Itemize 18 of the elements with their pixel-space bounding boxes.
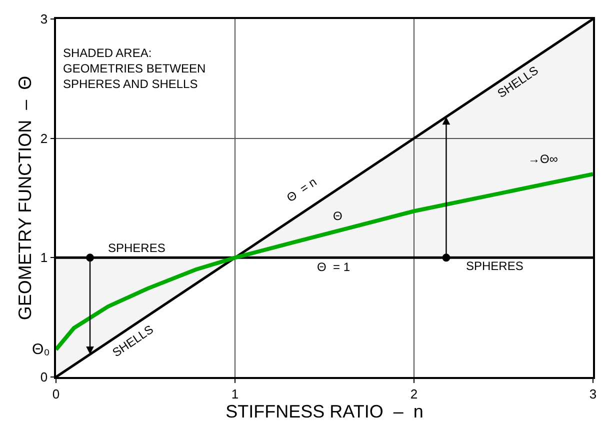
annotation: Θ bbox=[333, 209, 342, 223]
annotation: SHADED AREA: GEOMETRIES BETWEEN SPHERES AND SHELLS bbox=[63, 46, 206, 92]
annotation: Θ = n bbox=[284, 174, 320, 205]
x-tick-label: 2 bbox=[410, 386, 418, 402]
x-axis-title: STIFFNESS RATIO – n bbox=[226, 401, 424, 422]
y-tick-label: 3 bbox=[40, 12, 48, 27]
y-tick-label: 2 bbox=[40, 130, 48, 146]
annotation: Θ = 1 bbox=[317, 260, 350, 274]
x-tick-label: 1 bbox=[231, 386, 239, 402]
y-tick-label: 0 bbox=[40, 370, 48, 385]
y-tick-label: 1 bbox=[40, 250, 48, 266]
y-axis-title: GEOMETRY FUNCTION – Θ bbox=[15, 76, 36, 320]
x-tick-label: 0 bbox=[52, 386, 60, 402]
annotation: SPHERES bbox=[108, 241, 166, 255]
text: Θ₀ bbox=[32, 341, 50, 358]
annotation: SPHERES bbox=[466, 259, 524, 273]
x-tick-label: 3 bbox=[589, 386, 597, 402]
annotation: →Θ∞ bbox=[528, 152, 558, 166]
